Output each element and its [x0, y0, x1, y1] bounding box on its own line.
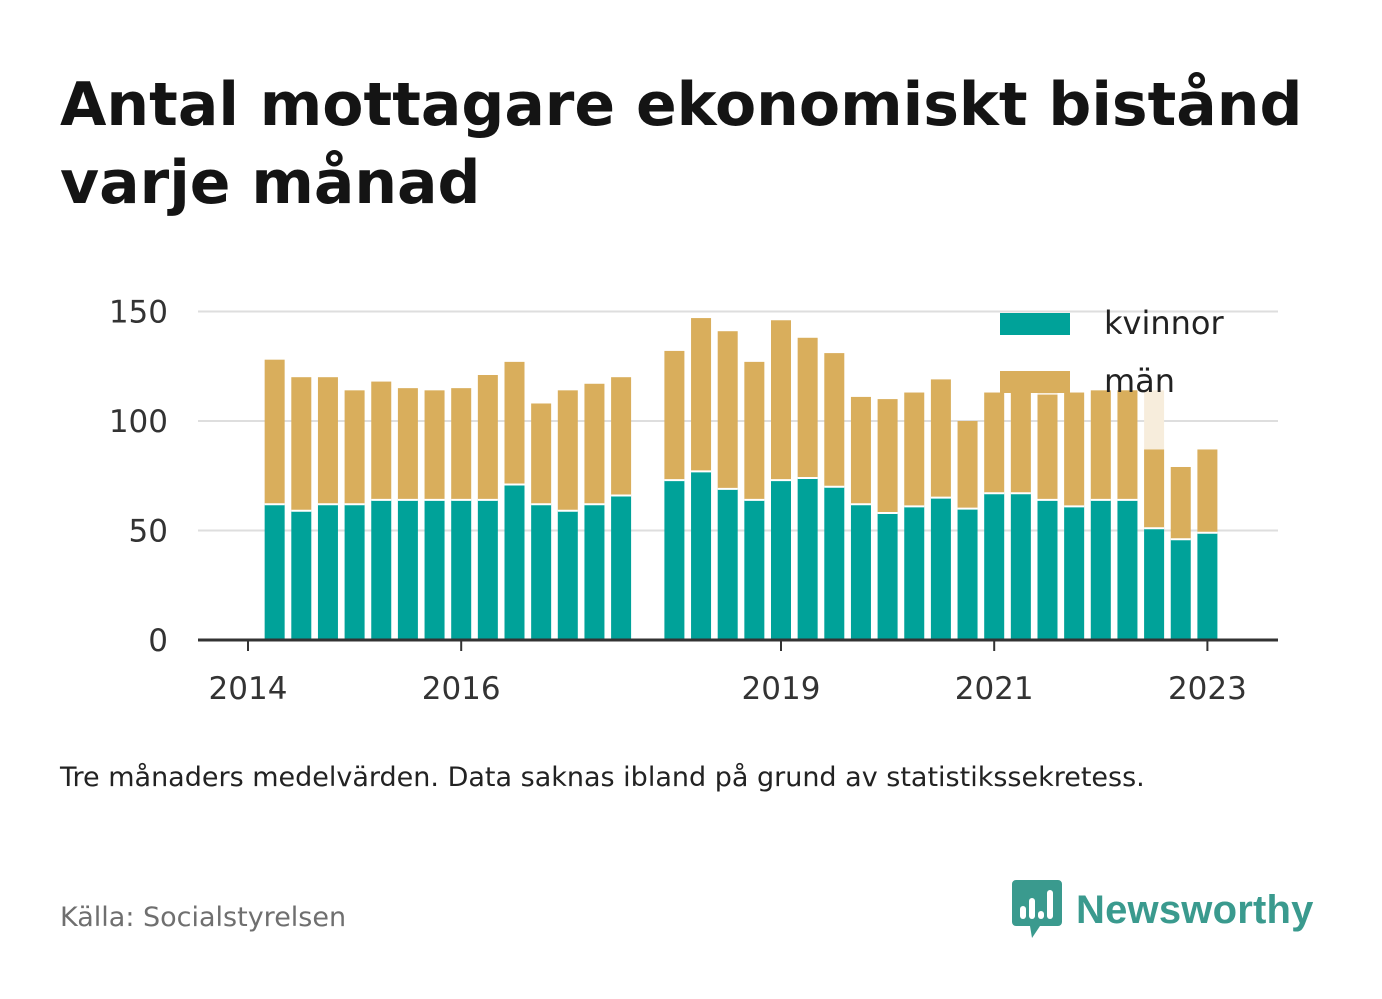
bar-man [664, 350, 685, 481]
bar-kvinnor [397, 499, 418, 640]
bar-kvinnor [664, 480, 685, 640]
bar-man [1010, 392, 1031, 494]
x-tick-label: 2014 [209, 671, 288, 707]
bar-kvinnor [451, 499, 472, 640]
bar-man [1117, 390, 1138, 500]
bar-kvinnor [1090, 499, 1111, 640]
bar-kvinnor [984, 493, 1005, 640]
bar-man [957, 421, 978, 509]
bar-kvinnor [850, 504, 871, 640]
bar-kvinnor [291, 510, 312, 640]
bar-man [744, 361, 765, 500]
stacked-bar-chart: 0 50 100 150 2014 2016 2019 2021 2023 kvinnor män [109, 295, 1278, 707]
bar-kvinnor [797, 477, 818, 640]
bar-man [1170, 466, 1191, 540]
bar-kvinnor [824, 486, 845, 640]
bar-kvinnor [904, 506, 925, 640]
bar-man [904, 392, 925, 507]
bar-man [557, 390, 578, 511]
bar-kvinnor [1197, 532, 1218, 640]
bar-man [984, 392, 1005, 494]
y-tick-label: 0 [148, 623, 168, 659]
bar-man [344, 390, 365, 505]
bar-man [797, 337, 818, 478]
bar-kvinnor [504, 484, 525, 640]
y-tick-label: 50 [129, 514, 168, 550]
bar-man [1064, 392, 1085, 507]
y-tick-label: 150 [109, 295, 168, 331]
bar-kvinnor [531, 504, 552, 640]
bar-kvinnor [691, 471, 712, 640]
bar-kvinnor [344, 504, 365, 640]
bar-kvinnor [477, 499, 498, 640]
bar-man [584, 383, 605, 505]
bar-kvinnor [930, 497, 951, 640]
x-tick-label: 2019 [742, 671, 821, 707]
faded-bars [1010, 390, 1165, 640]
bar-man [1197, 449, 1218, 533]
bar-kvinnor [1064, 506, 1085, 640]
brand-logo: Newsworthy [1010, 878, 1314, 942]
bar-man [1144, 449, 1165, 529]
bar-kvinnor [744, 499, 765, 640]
bar-kvinnor [264, 504, 285, 640]
bar-kvinnor [717, 488, 738, 640]
bar-man [1090, 390, 1111, 500]
bar-kvinnor [1010, 493, 1031, 640]
bar-man [317, 377, 338, 505]
legend-swatch-kvinnor [1000, 313, 1070, 335]
bars [264, 318, 1218, 640]
bar-kvinnor [1144, 528, 1165, 640]
axes: 0 50 100 150 2014 2016 2019 2021 2023 [109, 295, 1278, 707]
legend-swatch-man [1000, 371, 1070, 393]
source-credit: Källa: Socialstyrelsen [60, 902, 347, 933]
bar-man [424, 390, 445, 500]
x-tick-label: 2021 [955, 671, 1034, 707]
bar-kvinnor [1037, 499, 1058, 640]
bar-man [877, 399, 898, 513]
bar-kvinnor [611, 495, 632, 640]
bar-man [291, 377, 312, 511]
bar-man [691, 318, 712, 472]
bar-man [850, 396, 871, 505]
legend-label-kvinnor: kvinnor [1104, 304, 1225, 342]
bar-man [824, 353, 845, 487]
bar-man [531, 403, 552, 505]
chart-note: Tre månaders medelvärden. Data saknas ib… [60, 762, 1145, 793]
bar-kvinnor [424, 499, 445, 640]
bar-kvinnor [957, 508, 978, 640]
bar-man [504, 361, 525, 485]
bar-man [1037, 394, 1058, 500]
bar-chart-speech-bubble-icon [1012, 880, 1062, 938]
bar-kvinnor [584, 504, 605, 640]
bar-kvinnor [557, 510, 578, 640]
chart-title: Antal mottagare ekonomiskt bistånd varje… [60, 70, 1303, 218]
bar-man [611, 377, 632, 496]
y-tick-label: 100 [109, 404, 168, 440]
bar-man [771, 320, 791, 481]
bar-kvinnor [1117, 499, 1138, 640]
x-tick-label: 2016 [422, 671, 501, 707]
bar-man [371, 381, 392, 500]
chart-area: 0 50 100 150 2014 2016 2019 2021 2023 kvinnor män [0, 280, 1382, 730]
bar-kvinnor [371, 499, 392, 640]
x-tick-label: 2023 [1168, 671, 1247, 707]
bar-man [477, 375, 498, 500]
legend-label-man: män [1104, 362, 1175, 400]
legend: kvinnor män [1000, 304, 1225, 400]
bar-man [264, 359, 285, 505]
bar-kvinnor [1170, 539, 1191, 640]
bar-man [930, 379, 951, 498]
bar-kvinnor [877, 512, 898, 640]
bar-kvinnor [771, 480, 791, 640]
bar-man [397, 388, 418, 500]
bar-kvinnor [317, 504, 338, 640]
bar-man [451, 388, 472, 500]
brand-name: Newsworthy [1076, 887, 1314, 932]
bar-man [717, 331, 738, 489]
